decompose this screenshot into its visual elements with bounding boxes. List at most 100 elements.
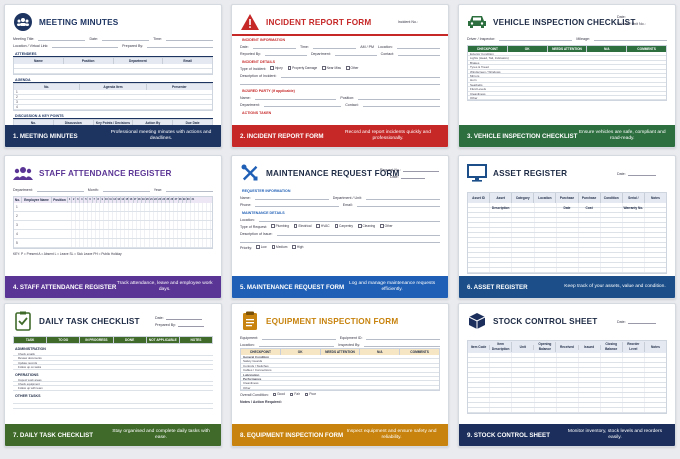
column-header: N/A xyxy=(587,46,628,52)
column-header: Name xyxy=(14,58,64,64)
meeting-form: Meeting Title: Date: Time: Location / Virt… xyxy=(13,35,214,137)
column-header: Asset ID xyxy=(468,193,491,203)
maintenance-form: REQUESTER INFORMATION Name: Department / … xyxy=(240,186,441,274)
table-row: 3 xyxy=(14,221,212,230)
checkbox-option[interactable]: High xyxy=(292,245,303,249)
table-row: Tyres & Tread xyxy=(468,65,666,70)
table-row xyxy=(468,388,666,393)
table-row: Cleanliness xyxy=(468,92,666,96)
column-header: 4 xyxy=(81,197,85,203)
checkbox-option[interactable]: HVAC xyxy=(316,224,330,228)
checkbox-option[interactable]: Fair xyxy=(289,392,300,396)
column-header: Item Code xyxy=(468,344,491,350)
checkbox-option[interactable]: Cleaning xyxy=(358,224,375,228)
table-row xyxy=(468,208,666,213)
column-header: Notes xyxy=(651,344,660,349)
checkbox-option[interactable]: Carpentry xyxy=(334,224,353,228)
table-row: Lubrication xyxy=(241,373,439,377)
table-row: Safety Guards xyxy=(241,359,439,364)
checkbox-option[interactable]: Electrical xyxy=(293,224,311,228)
table-row xyxy=(468,403,666,408)
checkbox-option[interactable]: Near Miss xyxy=(322,66,341,70)
column-header: 15 xyxy=(125,197,130,203)
column-header: Item Description xyxy=(490,342,513,352)
table-row xyxy=(468,378,666,383)
table-row: General Condition xyxy=(241,355,439,360)
table-row: Follow up on tasks xyxy=(13,365,213,370)
table-row xyxy=(468,253,666,258)
checkbox-option[interactable]: Other xyxy=(380,224,393,228)
checkbox-option[interactable]: Plumbing xyxy=(271,224,289,228)
column-header: 10 xyxy=(105,197,109,203)
column-header: COMMENTS xyxy=(410,350,429,354)
column-header: 25 xyxy=(166,197,171,203)
checkbox-option[interactable]: Injury xyxy=(270,66,283,70)
vehicle-inspection-card[interactable]: VEHICLE INSPECTION CHECKLIST Date: Vehic… xyxy=(458,4,676,148)
column-header: Issued xyxy=(579,344,601,350)
column-header: No. xyxy=(14,120,54,126)
table-row: Horn xyxy=(468,78,666,83)
table-row xyxy=(468,203,666,208)
column-header: Received xyxy=(556,344,579,350)
table-row: Lights (Head, Tail, Indicators) xyxy=(468,56,666,61)
equipment-inspection-card[interactable]: EQUIPMENT INSPECTION FORM Equipment: Equi… xyxy=(231,303,449,447)
card-title: DAILY TASK CHECKLIST xyxy=(39,316,140,326)
column-header: 21 xyxy=(150,197,154,203)
table-row: Other xyxy=(241,386,439,391)
column-header: N/A xyxy=(360,349,401,355)
column-header: No. xyxy=(14,197,22,203)
daily-task-card[interactable]: DAILY TASK CHECKLIST Date: Prepared By: … xyxy=(4,303,222,447)
warning-icon xyxy=(240,12,260,32)
column-header: Key Points / Decisions xyxy=(94,120,134,126)
table-row xyxy=(468,353,666,358)
column-header: Serial / Warranty No. xyxy=(623,193,645,210)
table-row xyxy=(468,268,666,273)
equipment-form: Equipment: Equipment ID: Location: Inspect… xyxy=(240,334,440,422)
incident-report-card[interactable]: INCIDENT REPORT FORM Incident No.: INCID… xyxy=(231,4,449,148)
table-row: Windscreen / Windows xyxy=(468,70,666,74)
column-header: 16 xyxy=(129,197,134,203)
table-row xyxy=(468,373,666,378)
maintenance-request-card[interactable]: MAINTENANCE REQUEST FORM Request No.: Da… xyxy=(231,155,449,299)
column-header: No. xyxy=(14,84,81,90)
column-header: CHECKPOINT xyxy=(241,349,281,355)
column-header: OK xyxy=(508,46,548,52)
asset-form: Asset ID Asset Description Category Locatio… xyxy=(467,186,667,274)
table-row: Cables / Connections xyxy=(241,368,439,373)
column-header: 9 xyxy=(101,197,105,203)
asset-register-card[interactable]: ASSET REGISTER Date: Asset ID Asset Descr… xyxy=(458,155,676,299)
table-row xyxy=(468,243,666,248)
column-header: Opening Balance xyxy=(534,342,557,352)
column-header: Reorder Level xyxy=(623,342,645,352)
table-row xyxy=(468,228,666,233)
card-title: ASSET REGISTER xyxy=(493,168,568,178)
checkbox-option[interactable]: Property Damage xyxy=(287,66,317,70)
column-header: OK xyxy=(281,349,321,355)
column-header: Discussion xyxy=(54,120,94,126)
column-header: 5 xyxy=(85,197,89,203)
column-header: Category xyxy=(512,193,535,203)
table-row xyxy=(468,408,666,413)
card-header: MEETING MINUTES xyxy=(13,11,215,33)
stock-control-card[interactable]: STOCK CONTROL SHEET Date: Item Code Item … xyxy=(458,303,676,447)
checkbox-option[interactable]: Low xyxy=(256,245,267,249)
table-row xyxy=(468,223,666,228)
staff-attendance-card[interactable]: STAFF ATTENDANCE REGISTER Department: Mon… xyxy=(4,155,222,299)
checkbox-option[interactable]: Good xyxy=(272,392,285,396)
checkbox-option[interactable]: Other xyxy=(346,66,359,70)
task-form: TASK TO DO IN PROGRESS DONE NOT APPLICABLE NO… xyxy=(13,334,213,422)
checkbox-option[interactable]: Poor xyxy=(304,392,316,396)
column-header: Purchase Date xyxy=(556,193,579,210)
column-header: DONE xyxy=(114,337,147,343)
table-row: Brakes xyxy=(468,61,666,66)
column-header: 24 xyxy=(162,197,167,203)
checkbox-option[interactable]: Medium xyxy=(271,245,287,249)
column-header: Purchase Cost xyxy=(579,193,601,210)
table-row: Fluid Levels xyxy=(468,87,666,92)
column-header: 30 xyxy=(186,197,191,203)
column-header: Employee Name xyxy=(22,197,52,203)
column-header: 8 xyxy=(97,197,101,203)
table-row: 4 xyxy=(14,105,212,110)
column-header: 20 xyxy=(145,197,150,203)
meeting-minutes-card[interactable]: MEETING MINUTES Meeting Title: Date: Time:… xyxy=(4,4,222,148)
